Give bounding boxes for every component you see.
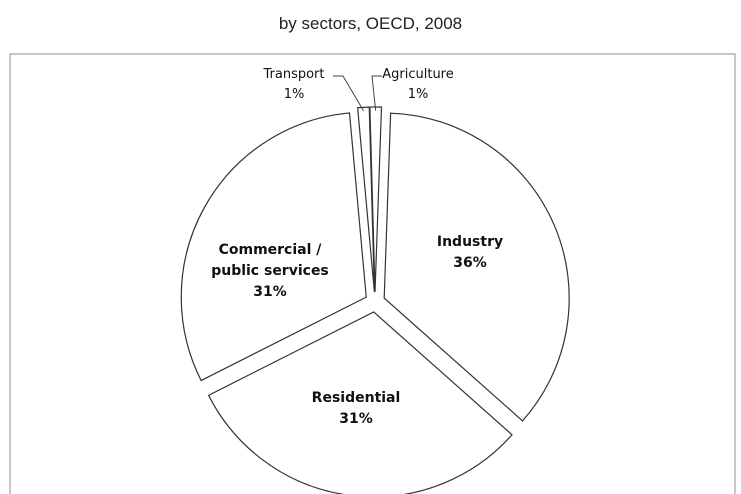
pie-slice-commercial-public-services: [180, 112, 367, 382]
commercial-public-services-category-label: Commercial /: [219, 242, 323, 258]
transport-value-label: 1%: [284, 87, 305, 102]
residential-category-label: Residential: [312, 390, 401, 406]
commercial-public-services-value-label: 31%: [253, 284, 287, 300]
residential-value-label: 31%: [339, 411, 373, 427]
transport-category-label: Transport: [262, 67, 324, 82]
agriculture-category-label: Agriculture: [382, 67, 454, 82]
commercial-public-services-category-label: public services: [211, 263, 329, 279]
pie-slices: [180, 106, 570, 494]
pie-slice-transport: [356, 106, 376, 293]
industry-value-label: 36%: [453, 255, 487, 271]
industry-category-label: Industry: [437, 234, 503, 250]
pie-slice-industry: [383, 112, 570, 422]
pie-labels: Industry 36% Residential 31% Commercial / pub…: [211, 67, 503, 427]
agriculture-leader-line: [371, 75, 382, 111]
pie-slice-residential: [207, 311, 513, 494]
agriculture-value-label: 1%: [408, 87, 429, 102]
transport-leader-line: [333, 75, 365, 112]
chart-title: by sectors, OECD, 2008: [278, 14, 463, 33]
